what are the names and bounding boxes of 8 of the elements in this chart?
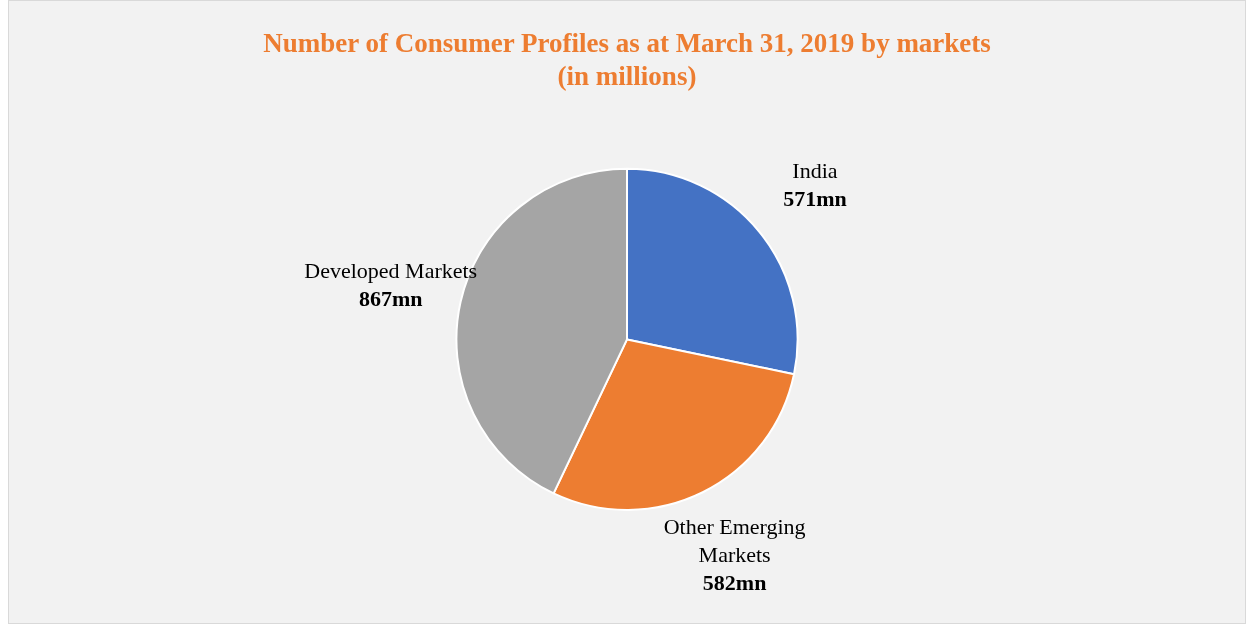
data-label: 571mn: [783, 186, 847, 212]
chart-title: Number of Consumer Profiles as at March 31, 2019 by markets: [263, 28, 991, 59]
chart-subtitle: (in millions): [557, 60, 697, 91]
data-label: 582mn: [702, 570, 767, 596]
slice-label: India: [792, 158, 838, 184]
slice-label: Other Emerging Markets: [663, 514, 806, 568]
data-label: 867mn: [358, 285, 423, 311]
slice-label: Developed Markets: [304, 257, 478, 283]
